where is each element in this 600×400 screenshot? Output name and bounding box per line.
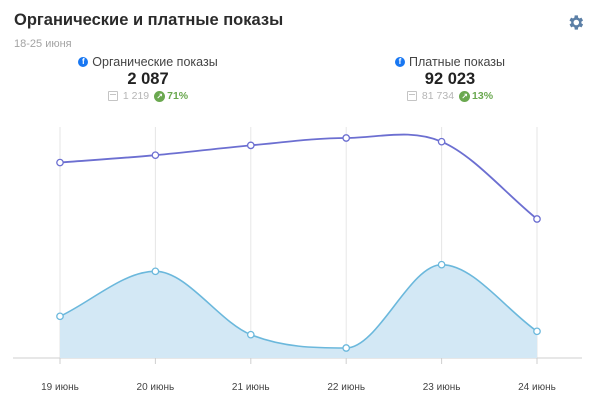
- organic-change-value: 71%: [167, 90, 189, 102]
- line-series-point: [533, 215, 541, 223]
- organic-previous-value: 1 219: [122, 90, 150, 102]
- calendar-icon: [406, 91, 417, 101]
- area-series-fill: [60, 264, 537, 358]
- gear-icon[interactable]: [566, 13, 585, 32]
- line-series-point: [56, 158, 64, 167]
- area-series-point: [533, 327, 541, 336]
- area-series-point: [151, 267, 160, 276]
- x-tick-label: 20 июнь: [137, 382, 175, 393]
- area-series-point: [246, 330, 255, 339]
- area-series-line: [59, 263, 538, 349]
- paid-metric-value: 92 023: [424, 70, 476, 88]
- x-tick-label: 22 июнь: [327, 382, 365, 393]
- organic-metric-label-row: f Органические показы: [48, 55, 248, 69]
- line-series-point: [437, 137, 446, 146]
- paid-metric-label: Платные показы: [409, 55, 505, 69]
- organic-change-badge: ↗ 71%: [154, 90, 188, 102]
- area-series-point: [342, 344, 351, 352]
- x-tick-label: 19 июнь: [41, 382, 79, 393]
- area-series-point: [56, 312, 64, 321]
- paid-previous-value: 81 734: [421, 90, 455, 102]
- paid-change-value: 13%: [472, 90, 494, 102]
- paid-metric-comparison: 81 734 ↗ 13%: [350, 90, 550, 102]
- organic-metric-value: 2 087: [127, 70, 169, 88]
- organic-metric-comparison: 1 219 ↗ 71%: [48, 90, 248, 102]
- x-tick-label: 21 июнь: [232, 382, 270, 393]
- line-series-point: [342, 134, 351, 142]
- paid-change-badge: ↗ 13%: [459, 90, 493, 102]
- calendar-icon: [107, 91, 118, 101]
- paid-metric-label-row: f Платные показы: [350, 55, 550, 69]
- trend-up-icon: ↗: [459, 90, 471, 102]
- facebook-icon: f: [395, 57, 405, 67]
- line-series-point: [151, 151, 160, 160]
- facebook-icon: f: [78, 57, 89, 67]
- organic-metric-label: Органические показы: [92, 55, 218, 69]
- area-series-point: [437, 260, 446, 269]
- trend-up-icon: ↗: [154, 90, 166, 102]
- x-tick-label: 24 июнь: [518, 382, 556, 393]
- line-series-point: [246, 141, 255, 150]
- organic-metric: f Органические показы 2 087 1 219 ↗ 71%: [48, 55, 248, 102]
- x-tick-label: 23 июнь: [423, 382, 461, 393]
- line-series-line: [59, 133, 538, 220]
- paid-metric: f Платные показы 92 023 81 734 ↗ 13%: [350, 55, 550, 102]
- chart-title: Органические и платные показы: [14, 11, 284, 29]
- date-range: 18-25 июня: [14, 38, 72, 50]
